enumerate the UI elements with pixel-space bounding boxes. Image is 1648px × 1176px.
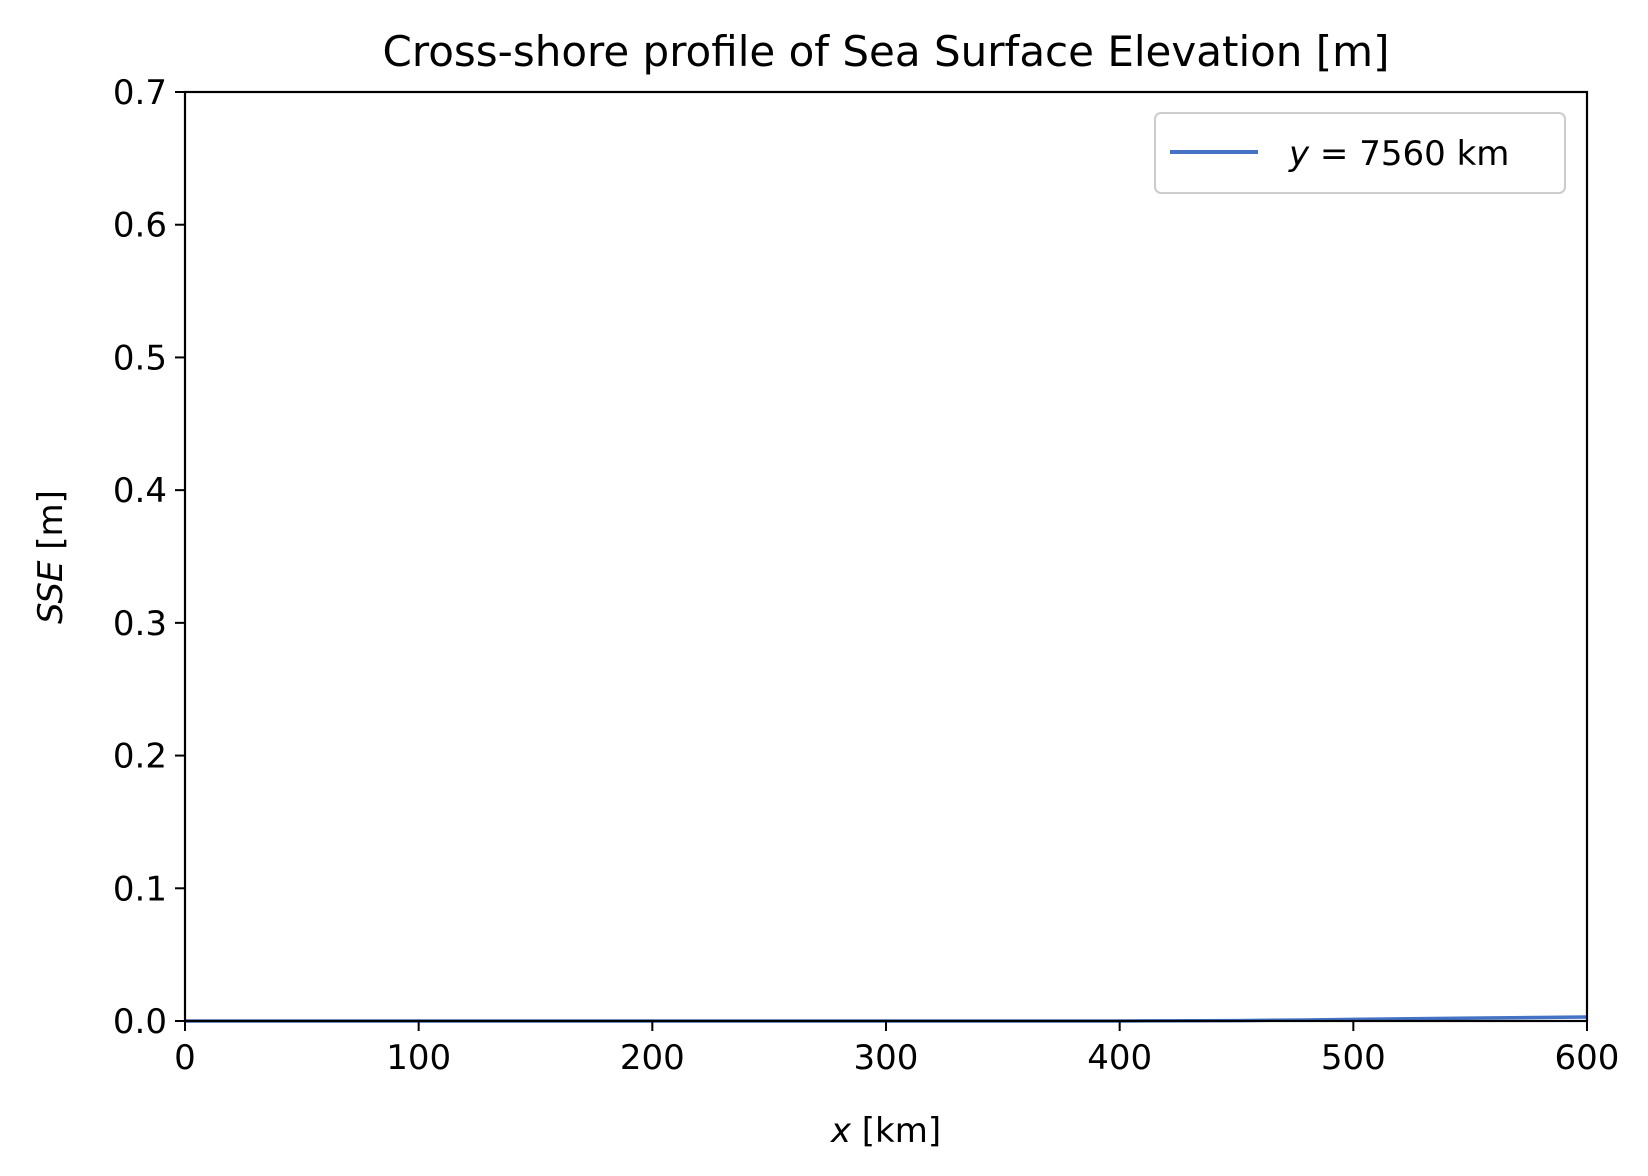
x-axis-label-unit: [km] — [851, 1111, 941, 1151]
y-axis-label-var: SSE — [31, 560, 71, 624]
x-tick-label: 100 — [386, 1038, 451, 1078]
legend-label-rest: = 7560 km — [1309, 134, 1509, 174]
x-tick-label: 600 — [1555, 1038, 1620, 1078]
y-tick-label: 0.1 — [113, 869, 167, 909]
y-tick-label: 0.5 — [113, 338, 167, 378]
legend: y = 7560 km — [1154, 112, 1566, 194]
x-tick-label: 200 — [620, 1038, 685, 1078]
legend-box — [1154, 112, 1566, 194]
y-tick-label: 0.6 — [113, 206, 167, 246]
chart-title: Cross-shore profile of Sea Surface Eleva… — [383, 27, 1390, 76]
x-axis-label-var: x — [830, 1111, 852, 1151]
y-axis-label-unit: [m] — [31, 490, 71, 560]
x-tick-label: 400 — [1087, 1038, 1152, 1078]
plot-area — [183, 90, 1589, 1023]
y-axis-ticks: 0.0 0.1 0.2 0.3 0.4 0.5 0.6 0.7 — [113, 73, 185, 1042]
y-tick-label: 0.7 — [113, 73, 167, 113]
x-axis-ticks: 0 100 200 300 400 500 600 — [174, 1021, 1619, 1078]
legend-label: y = 7560 km — [1288, 134, 1509, 174]
legend-label-var: y — [1288, 134, 1310, 174]
x-axis-label: x [km] — [830, 1111, 941, 1151]
y-axis-label: SSE [m] — [31, 490, 71, 624]
y-tick-label: 0.2 — [113, 737, 167, 777]
x-tick-label: 0 — [174, 1038, 196, 1078]
x-tick-label: 300 — [854, 1038, 919, 1078]
x-tick-label: 500 — [1321, 1038, 1386, 1078]
y-tick-label: 0.0 — [113, 1002, 167, 1042]
y-tick-label: 0.3 — [113, 604, 167, 644]
axes-frame — [183, 90, 1589, 1023]
y-tick-label: 0.4 — [113, 471, 167, 511]
